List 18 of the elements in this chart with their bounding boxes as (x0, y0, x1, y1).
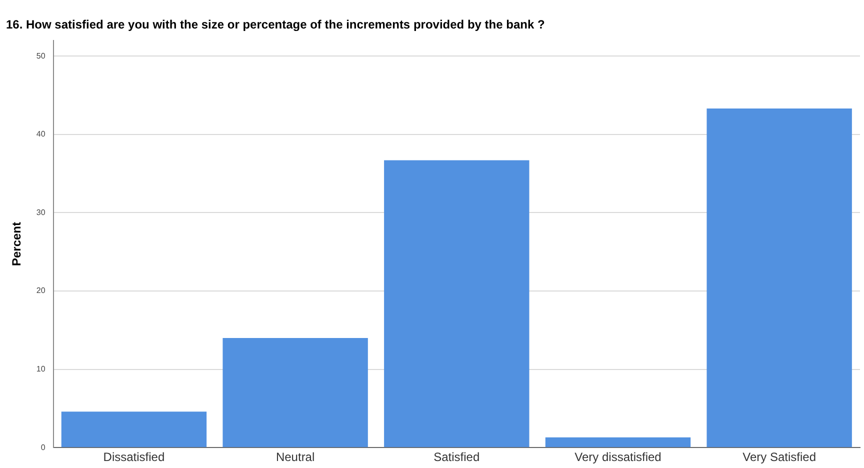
x-tick-label: Neutral (276, 450, 315, 464)
x-tick-label: Satisfied (434, 450, 480, 464)
x-tick-label: Very dissatisfied (574, 450, 662, 464)
y-tick-label: 50 (36, 51, 46, 60)
x-tick-label: Dissatisfied (103, 450, 165, 464)
y-tick-label: 0 (40, 442, 46, 452)
y-tick-label: 40 (36, 130, 46, 139)
y-tick-label: 30 (36, 208, 46, 217)
y-tick-label: 10 (36, 364, 46, 374)
bar (706, 108, 852, 448)
bar (384, 160, 530, 448)
chart-title: 16. How satisfied are you with the size or percentage of the increments provided by the bank ? (6, 18, 545, 32)
y-axis-title: Percent (10, 222, 24, 266)
bar (61, 412, 207, 448)
x-tick-label: Very Satisfied (742, 450, 816, 464)
y-tick-label: 20 (36, 286, 46, 296)
bar (222, 338, 368, 448)
bar (545, 437, 691, 448)
